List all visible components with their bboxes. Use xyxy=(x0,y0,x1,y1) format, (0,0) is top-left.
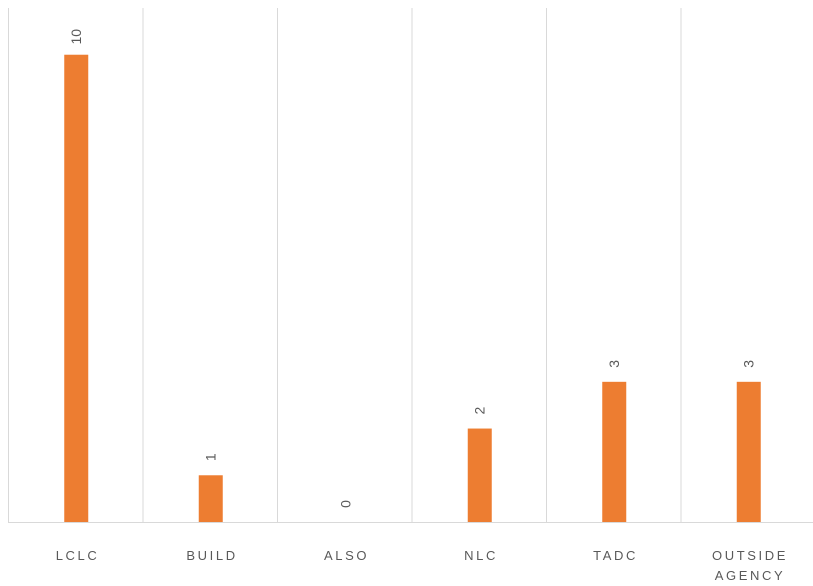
category-label-build: BUILD xyxy=(186,548,237,563)
data-label-outside-agency: 3 xyxy=(741,360,757,368)
category-label-line: BUILD xyxy=(186,548,237,563)
data-label-build: 1 xyxy=(203,453,219,461)
data-label-tadc: 3 xyxy=(606,360,622,368)
bar-lclc xyxy=(64,54,89,523)
category-label-line: TADC xyxy=(593,548,638,563)
category-label-outside-agency: OUTSIDE AGENCY xyxy=(712,548,788,583)
category-label-line: NLC xyxy=(464,548,498,563)
category-label-lclc: LCLC xyxy=(56,548,100,563)
category-label-line: AGENCY xyxy=(715,568,786,583)
category-label-also: ALSO xyxy=(324,548,369,563)
data-label-lclc: 10 xyxy=(68,29,84,45)
bar-tadc xyxy=(602,381,627,522)
category-label-layer: LCLC BUILD ALSO NLC TADC OUTSIDE AGENCY xyxy=(56,548,788,583)
category-label-tadc: TADC xyxy=(593,548,638,563)
data-label-also: 0 xyxy=(337,500,353,508)
category-label-line: LCLC xyxy=(56,548,100,563)
bar-build xyxy=(198,475,223,522)
category-label-line: ALSO xyxy=(324,548,369,563)
bar-layer xyxy=(64,54,761,523)
category-label-line: OUTSIDE xyxy=(712,548,788,563)
bar-nlc xyxy=(467,428,492,522)
data-label-nlc: 2 xyxy=(472,406,488,414)
category-label-nlc: NLC xyxy=(464,548,498,563)
bar-outside-agency xyxy=(736,381,761,522)
grid-layer xyxy=(8,8,813,523)
